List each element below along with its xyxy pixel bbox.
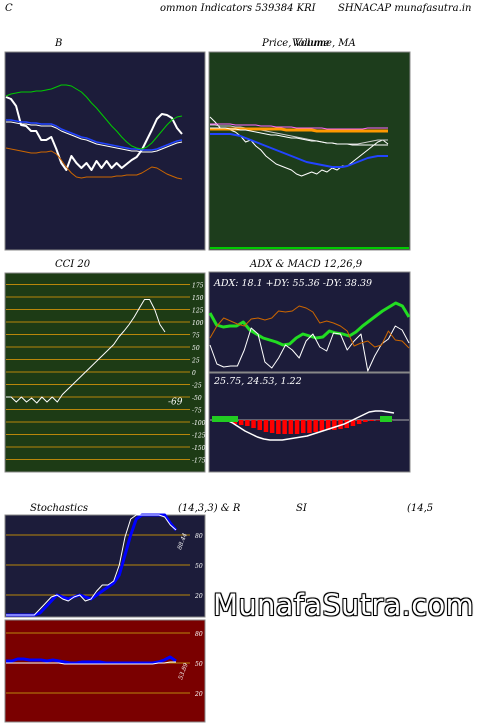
price-series-1 — [210, 133, 388, 168]
cci-line — [6, 299, 166, 404]
macd-histogram-bar — [375, 420, 381, 421]
rsi-ytick-label: 50 — [195, 661, 203, 668]
macd-histogram-bar — [301, 420, 306, 433]
macd-line — [213, 410, 395, 441]
macd-histogram-bar — [325, 420, 331, 430]
macd-histogram-bar — [276, 420, 281, 434]
stoch-ytick-label: 20 — [194, 593, 203, 600]
cci-ytick-label: -100 — [192, 420, 206, 427]
bollinger-series-2 — [6, 121, 183, 153]
cci-ytick-label: -25 — [192, 383, 202, 390]
cci-ytick-label: -150 — [192, 445, 206, 452]
cci-ytick-label: -50 — [192, 395, 202, 402]
macd-histogram-bar — [263, 420, 269, 432]
rsi-ytick-label: 80 — [195, 631, 203, 638]
macd-histogram-bar — [282, 420, 287, 434]
macd-histogram-bar — [344, 420, 349, 428]
price-legend: Volume — [292, 38, 330, 49]
cci-ytick-label: 100 — [192, 320, 204, 327]
macd-histogram-bar — [319, 420, 325, 431]
stoch-ytick-label: 50 — [195, 563, 203, 570]
price-series-5 — [210, 127, 388, 146]
price-series-4 — [210, 123, 388, 130]
cci-ytick-label: 50 — [192, 345, 200, 352]
macd-histogram-bar — [356, 420, 362, 424]
macd-histogram-bar — [307, 420, 312, 433]
adx-series-0 — [208, 301, 411, 347]
stoch-d-line — [6, 514, 177, 616]
bollinger-panel — [4, 51, 206, 251]
adx-title: ADX & MACD 12,26,9 — [250, 259, 363, 270]
macd-histogram-bar — [332, 420, 337, 430]
header-center: ommon Indicators 539384 KRI — [160, 3, 316, 14]
stoch-ytick-label: 80 — [195, 533, 203, 540]
bollinger-series-0 — [5, 96, 183, 171]
adx-series-1 — [209, 325, 410, 372]
cci-title: CCI 20 — [55, 259, 91, 270]
macd-histogram-bar — [363, 420, 368, 422]
stoch-title: Stochastics — [30, 503, 88, 514]
bollinger-title: B — [55, 38, 63, 49]
stoch-panel — [4, 514, 206, 618]
cci-ytick-label: 175 — [192, 283, 204, 290]
bollinger-series-3 — [5, 84, 183, 150]
price-panel — [208, 51, 411, 251]
macd-histogram-bar — [288, 420, 294, 434]
cci-value-label: -69 — [168, 398, 183, 408]
rsi-signal-line — [6, 661, 176, 665]
price-title: Price, Volume, MA — [262, 38, 356, 49]
cci-ytick-label: 125 — [192, 308, 204, 315]
header-left: C — [5, 3, 13, 14]
price-series-3 — [210, 127, 388, 133]
macd-histogram-bar — [238, 420, 244, 425]
cci-ytick-label: 0 — [192, 370, 196, 377]
macd-signal-marker-right — [380, 416, 392, 422]
macd-histogram-bar — [269, 420, 275, 433]
cci-ytick-label: 75 — [192, 333, 200, 340]
macd-signal-marker-left — [212, 416, 238, 422]
rsi-ytick-label: 20 — [194, 691, 203, 698]
cci-ytick-label: 25 — [191, 358, 200, 365]
rsi-panel — [4, 619, 206, 723]
rsi-line — [6, 655, 177, 665]
rsi-params: (14,5 — [407, 503, 434, 514]
rsi-title: SI — [296, 503, 307, 514]
macd-histogram-bar — [245, 420, 250, 426]
macd-histogram-bar — [257, 420, 262, 430]
cci-ytick-label: 150 — [192, 295, 204, 302]
watermark: MunafaSutra.com — [213, 588, 475, 622]
macd-histogram-bar — [369, 420, 374, 421]
header-right: SHNACAP munafasutra.in — [338, 3, 472, 14]
adx-readout: ADX: 18.1 +DY: 55.36 -DY: 38.39 — [213, 278, 372, 289]
macd-histogram-bar — [251, 420, 256, 428]
cci-ytick-label: -125 — [192, 433, 206, 440]
cci-ytick-label: -75 — [192, 408, 202, 415]
stoch-params: (14,3,3) & R — [178, 503, 241, 514]
macd-histogram-bar — [313, 420, 318, 432]
macd-readout: 25.75, 24.53, 1.22 — [213, 376, 302, 387]
cci-ytick-label: -175 — [192, 458, 206, 465]
price-series-2 — [210, 124, 388, 145]
macd-histogram-bar — [350, 420, 356, 426]
bollinger-series-1 — [6, 119, 183, 151]
macd-histogram-bar — [294, 420, 300, 434]
bollinger-series-4 — [5, 147, 183, 180]
adx-series-2 — [209, 305, 410, 349]
